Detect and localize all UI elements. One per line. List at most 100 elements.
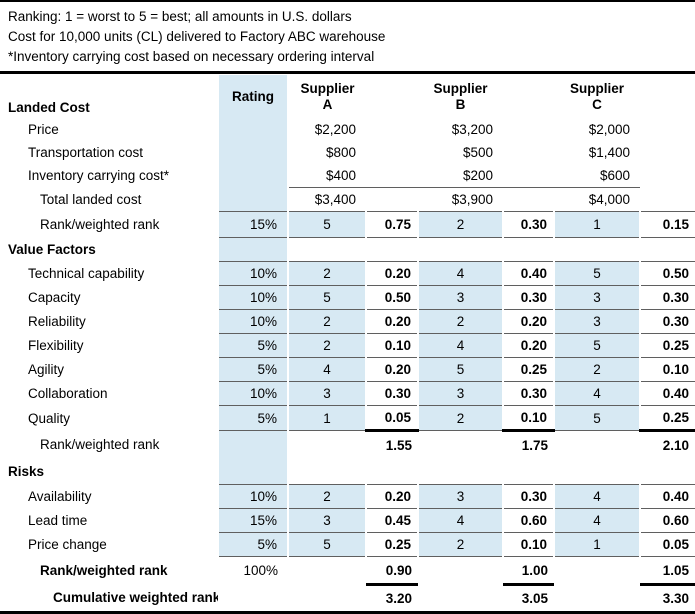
factor-rank-a: 1 (287, 405, 367, 431)
risk-rank-a: 2 (287, 484, 367, 509)
row-value-factors-header: Value Factors (0, 237, 695, 262)
price-supplier-a: $2,200 (314, 122, 356, 137)
price-label: Price (28, 122, 59, 137)
factor-label: Reliability (28, 314, 86, 329)
landed-rank-a: 5 (287, 211, 367, 238)
risk-weighted-b: 0.10 (503, 532, 554, 557)
factor-weighted-a: 0.05 (366, 405, 418, 432)
empty-rating-cell (217, 187, 289, 212)
factor-rank-b: 4 (417, 261, 504, 286)
factor-weighted-c: 0.30 (640, 309, 695, 334)
risk-label: Lead time (28, 513, 88, 528)
supplier-a-letter: A (322, 96, 333, 112)
factor-weighted-b: 0.30 (503, 381, 554, 406)
risks-rank-label: Rank/weighted rank (40, 563, 168, 578)
empty-cell (554, 584, 640, 614)
row-risks-header: Risks (0, 458, 695, 485)
empty-rating-cell (217, 458, 289, 485)
row-availability: Availability 10% 2 0.20 3 0.30 4 0.40 (0, 484, 695, 509)
empty-cell (554, 557, 640, 585)
inventory-supplier-b: $200 (418, 164, 503, 188)
factor-weighted-b: 0.20 (503, 333, 554, 358)
row-reliability: Reliability 10% 2 0.20 2 0.20 3 0.30 (0, 309, 695, 334)
row-cumulative-rank: Cumulative weighted rank 3.20 3.05 3.30 (0, 584, 695, 614)
empty-rating-cell (217, 237, 289, 262)
risk-rank-b: 4 (417, 508, 504, 533)
factor-label: Capacity (28, 290, 81, 305)
empty-cell (640, 164, 695, 188)
empty-cell (418, 458, 503, 485)
empty-cell (418, 584, 503, 614)
empty-cell (640, 118, 695, 141)
row-lead-time: Lead time 15% 3 0.45 4 0.60 4 0.60 (0, 508, 695, 533)
empty-cell (288, 431, 366, 459)
factor-label: Agility (28, 362, 65, 377)
risk-rank-b: 2 (417, 532, 504, 557)
risk-rank-b: 3 (417, 484, 504, 509)
header-notes: Ranking: 1 = worst to 5 = best; all amou… (0, 0, 695, 74)
factor-label: Technical capability (28, 266, 145, 281)
row-risks-rank: Rank/weighted rank 100% 0.90 1.00 1.05 (0, 556, 695, 586)
row-total-landed-cost: Total landed cost $3,400 $3,900 $4,000 (0, 187, 695, 212)
inventory-label: Inventory carrying cost* (28, 168, 170, 184)
factor-rank-b: 4 (417, 333, 504, 358)
landed-rank-c: 1 (553, 211, 641, 238)
risk-weighted-b: 0.60 (503, 508, 554, 533)
factor-weighted-c: 0.30 (640, 285, 695, 310)
risk-label: Availability (28, 489, 92, 504)
empty-rating-cell (217, 164, 289, 188)
factor-rank-c: 2 (553, 357, 641, 382)
factor-rating: 10% (217, 381, 289, 406)
price-supplier-b: $3,200 (451, 122, 493, 137)
factor-rank-c: 3 (553, 285, 641, 310)
risk-rank-a: 5 (287, 532, 367, 557)
vf-rank-label: Rank/weighted rank (40, 436, 160, 452)
transportation-supplier-c: $1,400 (588, 145, 630, 160)
factor-rank-b: 3 (417, 285, 504, 310)
landed-rank-rating: 15% (217, 211, 289, 238)
risk-rank-c: 4 (553, 484, 641, 509)
factor-rating: 10% (217, 285, 289, 310)
transportation-label: Transportation cost (28, 145, 144, 160)
risk-rank-a: 3 (287, 508, 367, 533)
factor-weighted-c: 0.10 (640, 357, 695, 382)
risk-rank-c: 4 (553, 508, 641, 533)
table-header-row: Landed Cost Rating Supplier A Supplier B… (0, 75, 695, 118)
transportation-supplier-b: $500 (462, 145, 493, 160)
empty-cell (554, 458, 640, 485)
risk-label: Price change (28, 537, 107, 552)
landed-rank-label: Rank/weighted rank (40, 217, 160, 232)
factor-rating: 5% (217, 405, 289, 431)
factor-rank-a: 2 (287, 261, 367, 286)
factor-weighted-b: 0.40 (503, 261, 554, 286)
risk-weighted-a: 0.45 (366, 508, 418, 533)
vf-weighted-b: 1.75 (521, 437, 548, 453)
inventory-supplier-a: $400 (288, 164, 366, 188)
empty-cell (640, 141, 695, 164)
empty-cell (503, 118, 554, 141)
note-inventory-footnote: *Inventory carrying cost based on necess… (8, 49, 375, 64)
section-landed-cost-label: Landed Cost (8, 100, 90, 115)
empty-cell (366, 458, 418, 485)
factor-rank-a: 2 (287, 309, 367, 334)
landed-weighted-c: 0.15 (640, 211, 695, 238)
factor-weighted-c: 0.40 (640, 381, 695, 406)
factor-weighted-b: 0.30 (503, 285, 554, 310)
vf-weighted-c: 2.10 (662, 437, 689, 453)
row-quality: Quality 5% 1 0.05 2 0.10 5 0.25 (0, 405, 695, 432)
empty-cell (418, 557, 503, 585)
risks-rank-rating: 100% (243, 563, 278, 579)
factor-rating: 5% (217, 333, 289, 358)
factor-weighted-a: 0.10 (366, 333, 418, 358)
landed-weighted-a: 0.75 (366, 211, 418, 238)
landed-rank-b: 2 (417, 211, 504, 238)
empty-cell (503, 458, 554, 485)
factor-weighted-a: 0.50 (366, 285, 418, 310)
empty-cell (366, 237, 418, 262)
risk-weighted-a: 0.25 (366, 532, 418, 557)
empty-cell (366, 141, 418, 164)
supplier-c-header: Supplier C (554, 75, 640, 118)
factor-rank-c: 5 (553, 333, 641, 358)
factor-weighted-b: 0.10 (503, 405, 554, 432)
total-supplier-a: $3,400 (288, 187, 366, 212)
